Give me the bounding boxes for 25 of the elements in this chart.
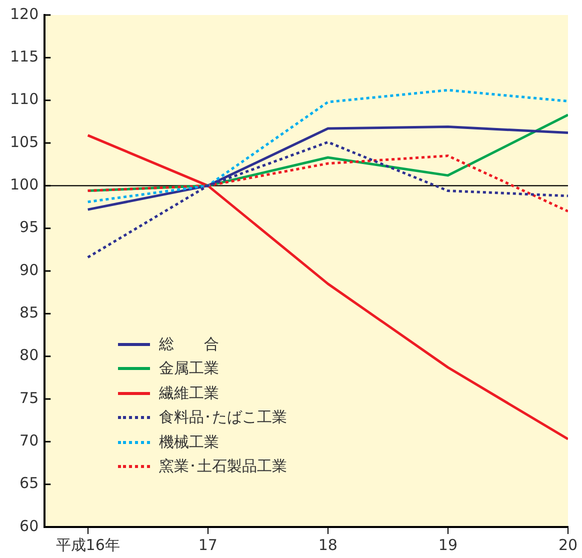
legend-label: 金属工業 (159, 359, 219, 378)
y-tick-label: 105 (10, 132, 39, 151)
legend-label: 食料品･たばこ工業 (159, 408, 287, 428)
legend-label: 窯業･土石製品工業 (159, 457, 287, 476)
x-tick-label: 19 (438, 536, 458, 554)
y-tick-label: 120 (10, 4, 39, 23)
y-tick-label: 110 (10, 90, 39, 108)
legend-label: 機械工業 (159, 432, 219, 452)
y-tick-label: 60 (20, 516, 39, 535)
x-tick-label: 18 (318, 536, 338, 554)
x-tick-label: 20 (558, 536, 578, 554)
y-tick-label: 100 (10, 176, 39, 194)
y-tick-label: 70 (20, 432, 39, 450)
line-series (86, 88, 568, 204)
y-tick-label: 90 (20, 260, 39, 279)
y-tick-label: 80 (20, 346, 39, 364)
x-tick-label: 17 (198, 536, 218, 554)
y-tick-label: 95 (20, 218, 39, 236)
legend-label: 繊維工業 (159, 384, 219, 403)
y-tick-label: 115 (10, 48, 39, 66)
x-tick-label: 平成16年 (56, 536, 120, 554)
y-tick-label: 65 (20, 474, 39, 492)
y-tick-label: 75 (20, 388, 39, 407)
legend-label: 総 合 (159, 334, 219, 354)
y-tick-label: 85 (20, 304, 39, 322)
